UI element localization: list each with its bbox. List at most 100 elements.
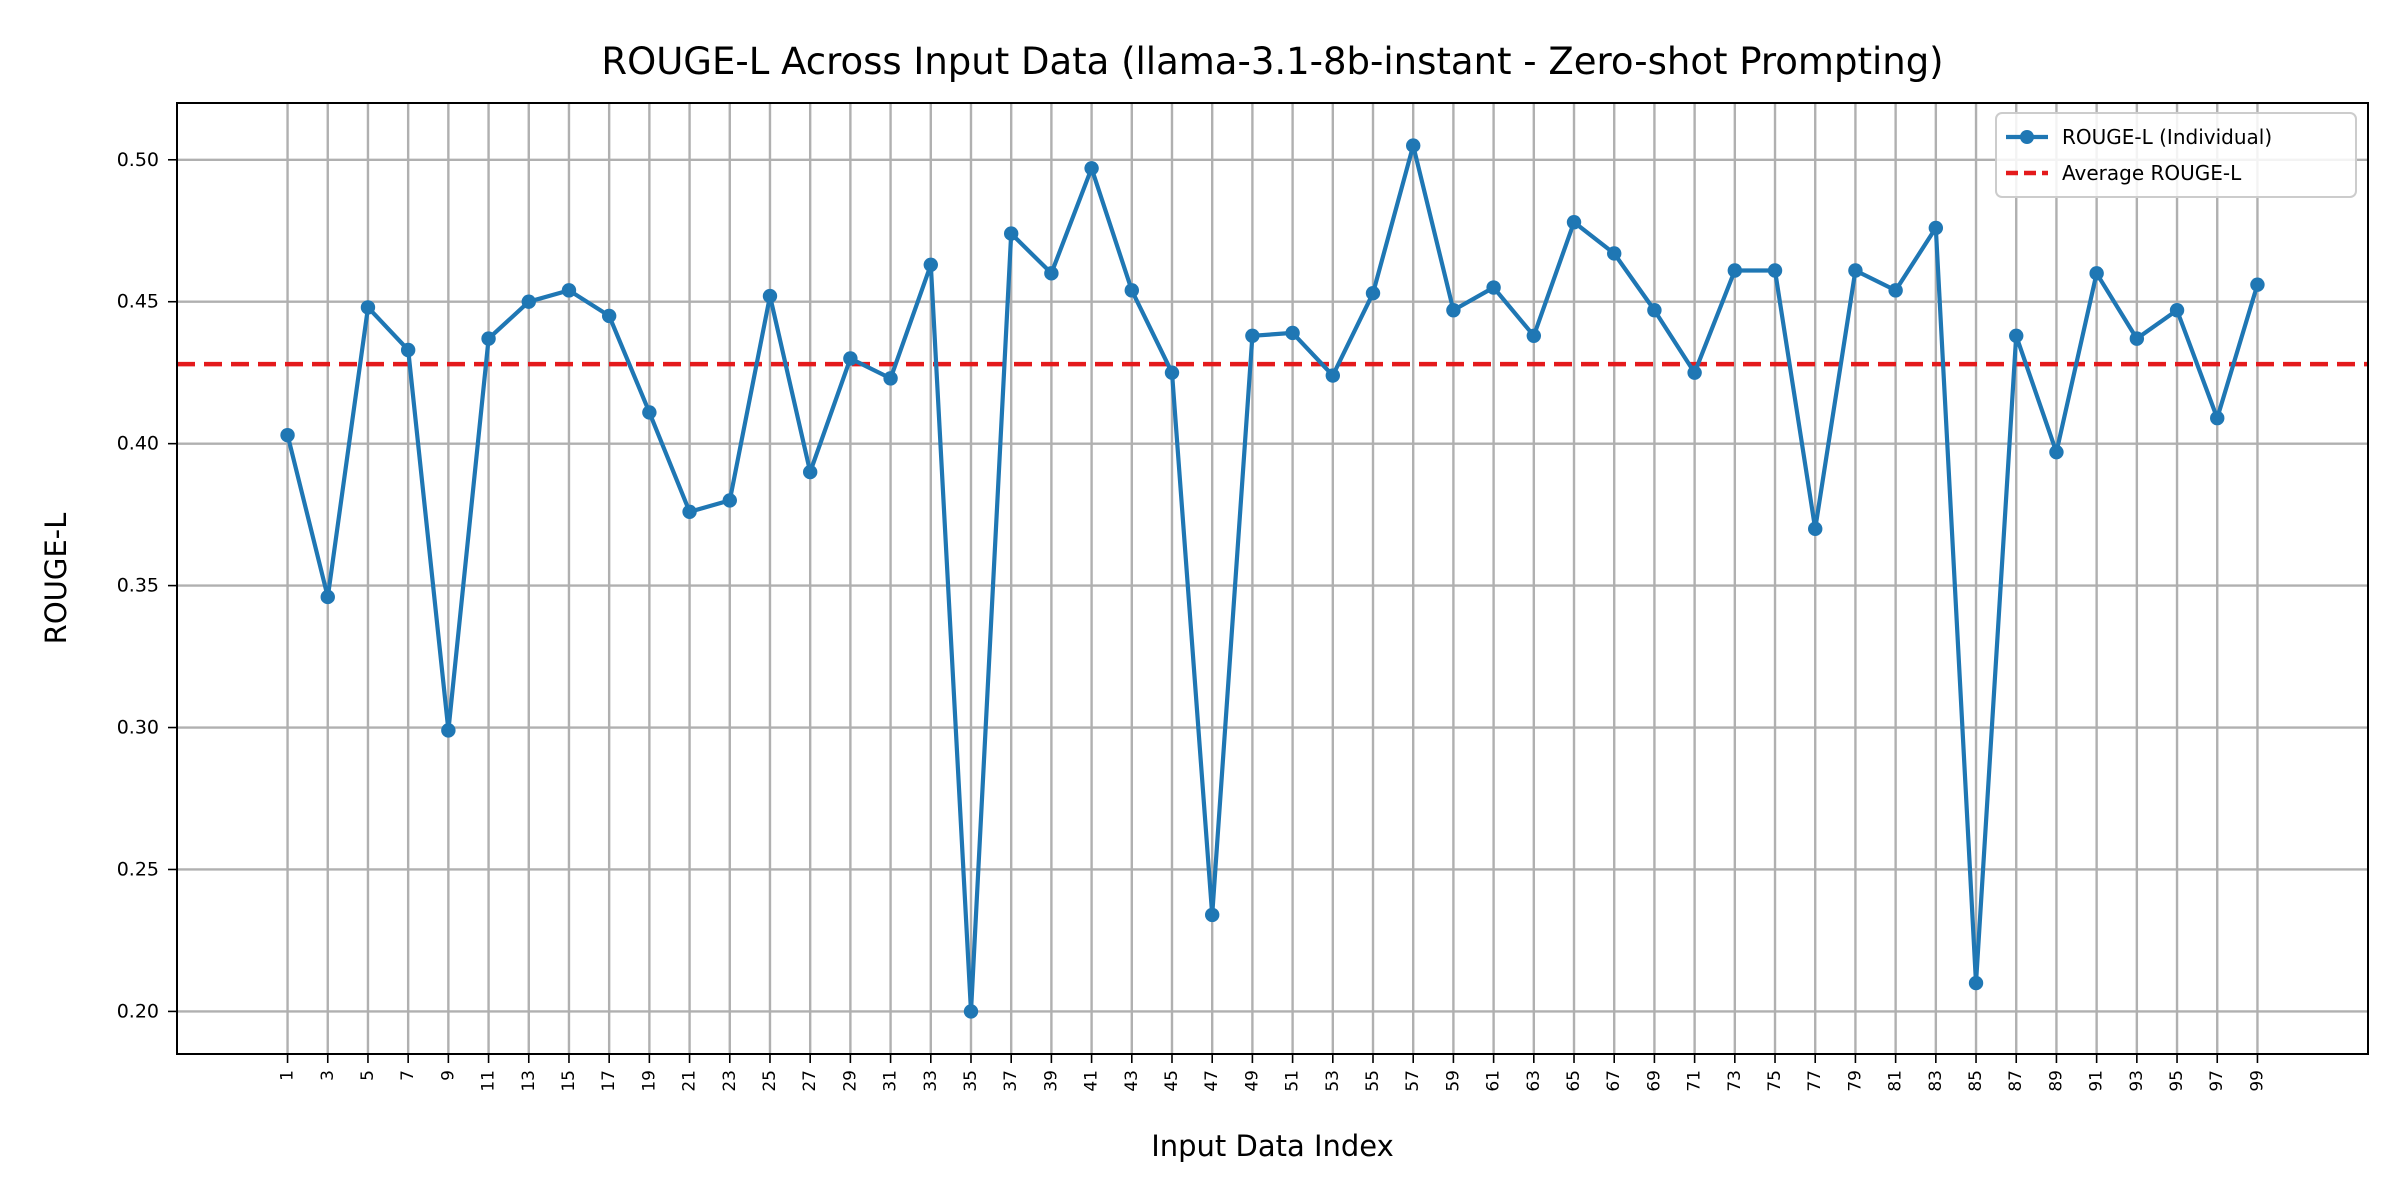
rouge-l-point [1486, 280, 1501, 295]
series-layer [280, 138, 2265, 1019]
rouge-l-point [561, 283, 577, 298]
rouge-l-point [1767, 263, 1783, 278]
rouge-l-point [481, 331, 496, 346]
x-tick-label: 61 [1484, 1070, 1504, 1092]
rouge-l-point [1325, 368, 1341, 383]
x-tick-label: 73 [1725, 1070, 1745, 1092]
rouge-l-point [1607, 246, 1622, 261]
x-tick-label: 53 [1323, 1070, 1343, 1092]
x-tick-label: 7 [398, 1070, 418, 1081]
x-tick-label: 39 [1041, 1070, 1061, 1092]
y-tick-label: 0.50 [117, 149, 159, 171]
rouge-l-point [883, 371, 898, 386]
rouge-l-point [2210, 410, 2225, 426]
x-tick-label: 23 [720, 1070, 740, 1092]
x-tick-label: 31 [881, 1070, 901, 1092]
rouge-l-point [280, 427, 295, 443]
x-tick-label: 51 [1283, 1070, 1303, 1092]
x-tick-label: 93 [2127, 1070, 2147, 1092]
x-tick-label: 45 [1162, 1070, 1182, 1092]
rouge-l-point [521, 294, 536, 309]
x-tick-label: 57 [1403, 1070, 1423, 1092]
rouge-l-point [1084, 161, 1099, 176]
x-tick-label: 19 [639, 1070, 659, 1092]
x-tick-label: 41 [1082, 1070, 1102, 1092]
rouge-l-point [1928, 220, 1944, 236]
rouge-l-point [320, 589, 335, 605]
rouge-l-point [1848, 263, 1863, 278]
legend-label-average: Average ROUGE-L [2062, 161, 2242, 185]
rouge-l-point [642, 405, 657, 420]
rouge-l-point [1888, 283, 1903, 298]
rouge-l-point [2089, 266, 2104, 281]
x-tick-label: 85 [1966, 1070, 1986, 1092]
rouge-l-point [1808, 521, 1823, 537]
rouge-l-point [360, 300, 376, 315]
legend-marker-individual [2020, 130, 2034, 144]
rouge-l-point [2250, 277, 2265, 292]
x-tick-label: 11 [479, 1070, 499, 1092]
x-tick-label: 9 [438, 1070, 458, 1081]
x-tick-label: 43 [1122, 1070, 1142, 1092]
rouge-l-point [400, 342, 416, 358]
rouge-l-point [722, 493, 737, 508]
x-tick-label: 67 [1604, 1070, 1624, 1092]
x-tick-label: 29 [840, 1070, 860, 1092]
x-tick-label: 37 [1001, 1070, 1021, 1092]
y-tick-label: 0.25 [117, 858, 159, 880]
x-tick-label: 77 [1805, 1070, 1825, 1092]
legend-box [1995, 112, 2357, 198]
y-tick-label: 0.45 [117, 291, 159, 313]
rouge-l-point [2009, 328, 2024, 343]
rouge-l-point [1204, 907, 1220, 923]
rouge-l-point [1968, 975, 1984, 991]
rouge-l-point [1365, 286, 1381, 301]
x-tick-label: 65 [1564, 1070, 1584, 1092]
x-tick-label: 25 [760, 1070, 780, 1092]
rouge-l-point [1044, 266, 1059, 281]
x-tick-label: 21 [680, 1070, 700, 1092]
rouge-l-point [1245, 328, 1260, 343]
rouge-l-point [1406, 138, 1421, 153]
x-tick-label: 35 [961, 1070, 981, 1092]
rouge-l-point [2169, 303, 2185, 318]
rouge-l-point [1124, 283, 1139, 298]
y-tick-label: 0.30 [117, 717, 159, 739]
x-tick-label: 99 [2247, 1070, 2267, 1092]
x-tick-label: 15 [559, 1070, 579, 1092]
x-axis-title: Input Data Index [1151, 1129, 1394, 1163]
rouge-l-point [843, 351, 858, 366]
x-tick-label: 87 [2006, 1070, 2026, 1092]
chart-title: ROUGE-L Across Input Data (llama-3.1-8b-… [601, 40, 1943, 83]
x-tick-label: 17 [599, 1070, 619, 1092]
rouge-l-individual-line [285, 143, 2260, 1014]
x-tick-label: 97 [2207, 1070, 2227, 1092]
rouge-l-point [441, 723, 456, 738]
x-tick-label: 75 [1765, 1070, 1785, 1092]
rouge-l-point [1566, 215, 1582, 230]
rouge-l-point [963, 1004, 979, 1019]
y-tick-label: 0.40 [117, 433, 159, 455]
x-axis-ticks: 1 3 5 7 9 11 13 15 17 19 21 23 25 27 29 31 33 35 37 39 41 43 4… [278, 1054, 2267, 1092]
y-tick-label: 0.35 [117, 575, 159, 597]
x-tick-label: 55 [1363, 1070, 1383, 1092]
x-tick-label: 81 [1886, 1070, 1906, 1092]
grid [177, 103, 2368, 1054]
x-tick-label: 69 [1644, 1070, 1664, 1092]
x-tick-label: 89 [2046, 1070, 2066, 1092]
x-tick-label: 71 [1685, 1070, 1705, 1092]
x-tick-label: 59 [1443, 1070, 1463, 1092]
rouge-l-point [1446, 303, 1461, 318]
rouge-l-point [1526, 328, 1542, 343]
x-tick-label: 5 [358, 1070, 378, 1081]
x-tick-label: 95 [2167, 1070, 2187, 1092]
x-tick-label: 63 [1524, 1070, 1544, 1092]
x-tick-label: 91 [2087, 1070, 2107, 1092]
x-tick-label: 47 [1202, 1070, 1222, 1092]
rouge-l-point [762, 288, 778, 304]
legend-label-individual: ROUGE-L (Individual) [2062, 125, 2272, 149]
rouge-l-point [1003, 226, 1019, 241]
rouge-l-point [1687, 365, 1702, 380]
